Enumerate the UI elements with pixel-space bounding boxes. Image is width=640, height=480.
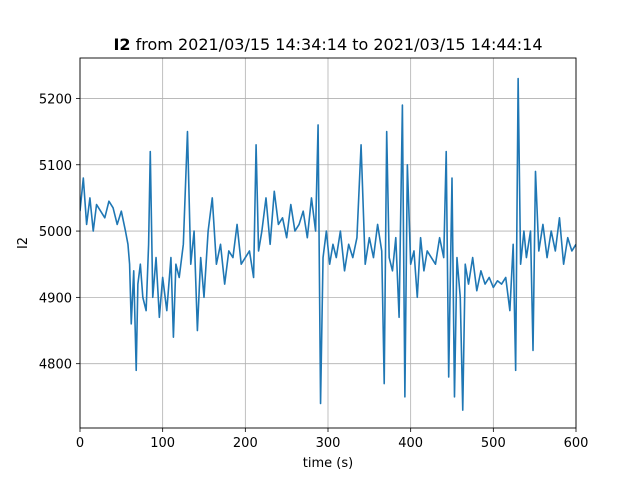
x-tick-label: 500: [481, 436, 506, 451]
series-line: [80, 77, 576, 411]
x-tick-label: 100: [150, 436, 175, 451]
y-tick-label: 5100: [39, 159, 72, 174]
y-axis-label: I2: [16, 237, 31, 249]
x-axis-label: time (s): [303, 456, 353, 471]
x-tick-label: 400: [398, 436, 423, 451]
x-axis-ticks: 0 100 200 300 400 500 600: [76, 428, 589, 451]
x-tick-label: 0: [76, 436, 84, 451]
y-tick-label: 5200: [39, 92, 72, 107]
y-tick-label: 4800: [39, 358, 72, 373]
y-axis-ticks: 4800 4900 5000 5100 5200: [39, 92, 80, 373]
plot-area: [80, 77, 576, 411]
chart-title-rest: from 2021/03/15 14:34:14 to 2021/03/15 1…: [131, 35, 543, 54]
chart-title: I2 from 2021/03/15 14:34:14 to 2021/03/1…: [113, 35, 542, 54]
x-tick-label: 300: [316, 436, 341, 451]
chart-title-bold: I2: [113, 35, 130, 54]
y-tick-label: 4900: [39, 291, 72, 306]
y-tick-label: 5000: [39, 225, 72, 240]
x-tick-label: 600: [564, 436, 589, 451]
x-tick-label: 200: [233, 436, 258, 451]
